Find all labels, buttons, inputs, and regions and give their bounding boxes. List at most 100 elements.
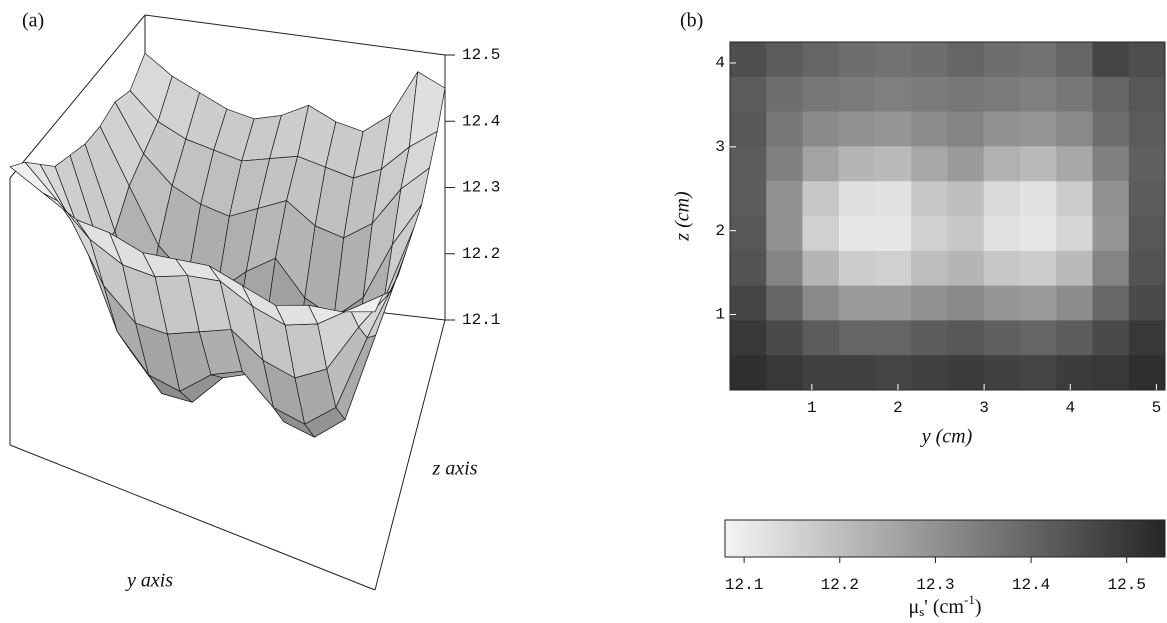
z-tick-label: 12.4 — [462, 112, 500, 130]
heat-cell — [947, 320, 985, 356]
heat-cell — [875, 216, 912, 252]
surface — [9, 52, 446, 438]
heat-cell — [1092, 250, 1130, 287]
heat-cell — [838, 146, 876, 182]
heat-cell — [911, 181, 948, 217]
label-part: μ — [908, 596, 919, 618]
z-tick-label: 12.2 — [462, 245, 500, 263]
heat-cell — [766, 111, 803, 147]
heat-cell — [730, 111, 767, 147]
heat-cell — [947, 111, 985, 147]
heat-cell — [730, 76, 767, 113]
heat-cell — [1092, 320, 1130, 356]
heat-cell — [947, 76, 985, 113]
y-axis-label: z axis — [432, 458, 478, 480]
heat-cell — [875, 320, 912, 356]
colorbar-tick-label: 12.3 — [916, 576, 954, 594]
heat-cell — [802, 181, 840, 217]
heat-cell — [1092, 355, 1130, 391]
heat-cell — [875, 111, 912, 147]
x-tick-label: 3 — [979, 399, 989, 417]
x-tick-label: 5 — [1152, 399, 1162, 417]
heat-cell — [838, 216, 876, 252]
heat-cell — [838, 320, 876, 356]
z-tick-label: 12.5 — [462, 46, 500, 64]
heat-cell — [875, 285, 912, 321]
heat-cell — [1128, 320, 1166, 356]
heat-cell — [983, 250, 1021, 287]
heat-cell — [1020, 111, 1057, 147]
heat-cell — [838, 76, 876, 113]
heat-cell — [802, 250, 840, 287]
heat-cell — [730, 250, 767, 287]
heat-cell — [1128, 146, 1166, 182]
heat-cell — [947, 216, 985, 252]
heat-cell — [730, 355, 767, 391]
heat-cell — [766, 146, 803, 182]
heat-cell — [983, 355, 1021, 391]
heat-cell — [802, 285, 840, 321]
y-tick-label: 2 — [715, 222, 725, 240]
heat-cell — [1056, 111, 1093, 147]
heat-cell — [1020, 285, 1057, 321]
heat-cell — [911, 320, 948, 356]
heat-cell — [1092, 111, 1130, 147]
heat-cell — [1056, 181, 1093, 217]
heat-cell — [983, 285, 1021, 321]
heat-cell — [947, 250, 985, 287]
surface-facet — [341, 294, 384, 313]
heat-cell — [766, 320, 803, 356]
heat-cell — [875, 250, 912, 287]
heat-cell — [911, 250, 948, 287]
heat-cell — [1056, 42, 1093, 78]
heat-cell — [838, 42, 876, 78]
heat-cell — [1056, 320, 1093, 356]
colorbar-tick-label: 12.4 — [1012, 576, 1050, 594]
y-tick-label: 3 — [715, 138, 725, 156]
x-axis-label: y axis — [125, 570, 173, 592]
heat-cell — [1020, 320, 1057, 356]
heat-cell — [983, 146, 1021, 182]
heat-cell — [947, 42, 985, 78]
x-tick-label: 2 — [893, 399, 903, 417]
heat-cell — [1092, 181, 1130, 217]
heat-cell — [766, 250, 803, 287]
heat-cell — [802, 320, 840, 356]
heat-cell — [875, 355, 912, 391]
heat-cell — [838, 111, 876, 147]
heat-cell — [1128, 42, 1166, 78]
heat-cell — [1092, 146, 1130, 182]
x-axis-label: y (cm) — [920, 426, 973, 448]
label-part: ' (cm — [924, 596, 964, 618]
heat-cell — [1056, 76, 1093, 113]
colorbar-tick-label: 12.2 — [821, 576, 859, 594]
heat-cell — [1020, 216, 1057, 252]
heat-cell — [947, 355, 985, 391]
heat-cell — [730, 216, 767, 252]
heat-cell — [983, 42, 1021, 78]
heat-cell — [911, 355, 948, 391]
heat-cell — [983, 111, 1021, 147]
heat-cell — [911, 111, 948, 147]
heat-cell — [730, 285, 767, 321]
heat-cell — [1092, 42, 1130, 78]
heat-cell — [947, 146, 985, 182]
colorbar-tick-label: 12.1 — [725, 576, 763, 594]
heat-cell — [766, 355, 803, 391]
heat-cell — [1020, 76, 1057, 113]
heat-cell — [1128, 285, 1166, 321]
heat-cell — [911, 216, 948, 252]
heat-cell — [730, 146, 767, 182]
heat-cell — [1092, 76, 1130, 113]
heat-cell — [1056, 216, 1093, 252]
heat-cell — [947, 181, 985, 217]
label-part: -1 — [964, 592, 975, 607]
label-part: ) — [975, 596, 982, 618]
heat-cell — [911, 285, 948, 321]
panel-label: (a) — [22, 10, 44, 32]
y-tick-label: 1 — [715, 306, 725, 324]
heat-cell — [766, 285, 803, 321]
y-tick-label: 4 — [715, 54, 725, 72]
x-tick-label: 1 — [807, 399, 817, 417]
heat-cell — [1128, 181, 1166, 217]
